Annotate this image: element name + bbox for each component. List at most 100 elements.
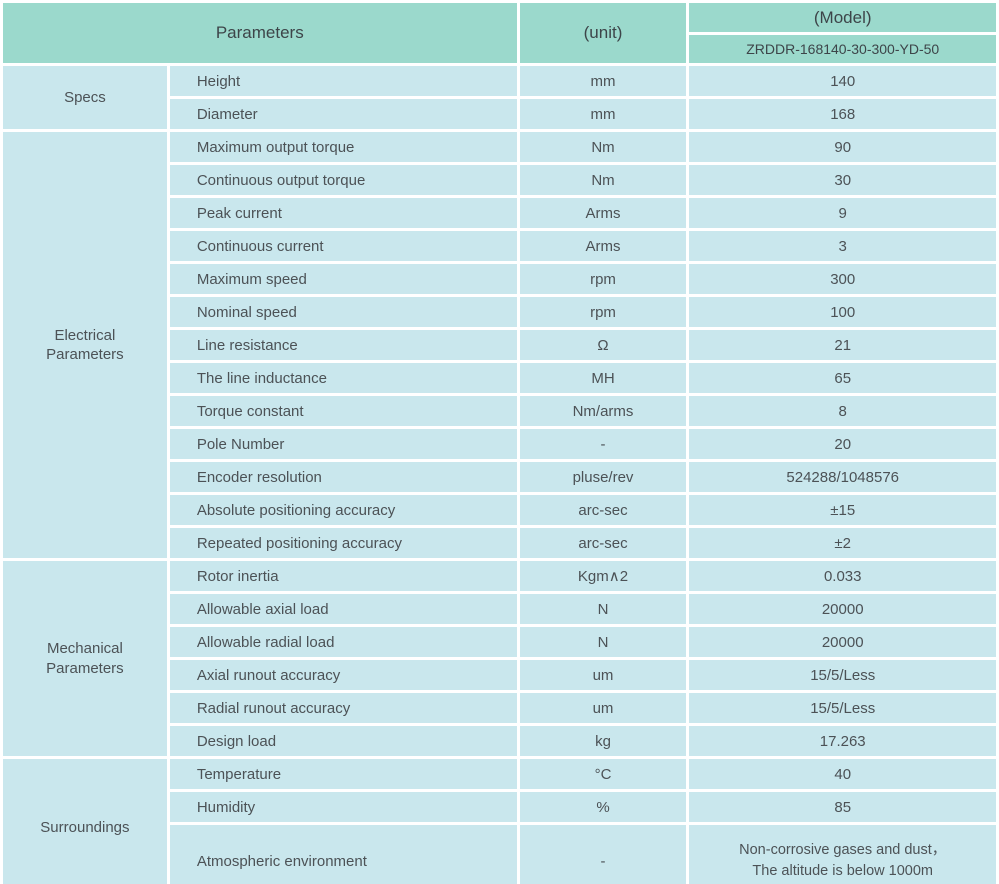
value-cell: 300 (689, 264, 996, 294)
table-row: Pole Number - 20 (3, 429, 996, 459)
header-row: Parameters (unit) (Model) (3, 3, 996, 63)
value-cell: 20000 (689, 627, 996, 657)
group-label: Surroundings (40, 819, 130, 837)
unit-cell: Nm/arms (519, 396, 687, 426)
table-row: Allowable axial load N 20000 (3, 594, 996, 624)
group-cell-mechanical: Mechanical Parameters (3, 561, 167, 756)
param-cell: Temperature (169, 759, 517, 789)
table-row: Mechanical Parameters Rotor inertia Kgm∧… (3, 561, 996, 756)
unit-cell: arc-sec (519, 495, 687, 525)
unit-cell: Nm (519, 165, 687, 195)
param-cell: Allowable radial load (169, 627, 517, 657)
table-row: Line resistance Ω 21 (3, 330, 996, 360)
value-cell: 15/5/Less (689, 693, 996, 723)
value-cell: 21 (689, 330, 996, 360)
param-cell: Diameter (169, 99, 517, 129)
unit-cell: mm (519, 99, 687, 129)
table-row: Nominal speed rpm 100 (3, 297, 996, 327)
param-cell: Repeated positioning accuracy (169, 528, 517, 558)
unit-cell: °C (519, 759, 687, 789)
unit-cell: N (519, 594, 687, 624)
group-label: Mechanical Parameters (46, 640, 124, 677)
table-row: Atmospheric environment - Non-corrosive … (3, 825, 996, 884)
unit-cell: Arms (519, 198, 687, 228)
table-row: Surroundings Temperature °C 40 (3, 759, 996, 884)
param-cell: The line inductance (169, 363, 517, 393)
value-cell: 20000 (689, 594, 996, 624)
table-row: Repeated positioning accuracy arc-sec ±2 (3, 528, 996, 558)
param-cell: Allowable axial load (169, 594, 517, 624)
unit-cell: N (519, 627, 687, 657)
unit-cell: rpm (519, 297, 687, 327)
unit-cell: - (519, 825, 687, 884)
group-label: Electrical Parameters (46, 326, 124, 364)
model-number: ZRDDR-168140-30-300-YD-50 (689, 35, 996, 63)
value-cell: 30 (689, 165, 996, 195)
unit-cell: - (519, 429, 687, 459)
table-row: Axial runout accuracy um 15/5/Less (3, 660, 996, 690)
table-row: Humidity % 85 (3, 792, 996, 822)
value-cell: 85 (689, 792, 996, 822)
param-cell: Nominal speed (169, 297, 517, 327)
unit-cell: arc-sec (519, 528, 687, 558)
group-cell-surroundings: Surroundings (3, 759, 167, 884)
table-row: Continuous current Arms 3 (3, 231, 996, 261)
table-row: Design load kg 17.263 (3, 726, 996, 756)
table-row: Torque constant Nm/arms 8 (3, 396, 996, 426)
header-model-row: ZRDDR-168140-30-300-YD-50 (3, 35, 996, 63)
param-cell: Maximum speed (169, 264, 517, 294)
value-cell: 0.033 (689, 561, 996, 591)
parameters-header: Parameters (3, 3, 517, 63)
value-cell: 3 (689, 231, 996, 261)
model-header: (Model) (689, 3, 996, 32)
value-cell: ±15 (689, 495, 996, 525)
group-label: Specs (64, 88, 106, 106)
group-cell-specs: Specs (3, 66, 167, 129)
table-row: Encoder resolution pluse/rev 524288/1048… (3, 462, 996, 492)
unit-cell: rpm (519, 264, 687, 294)
param-cell: Maximum output torque (169, 132, 517, 162)
value-cell: 90 (689, 132, 996, 162)
table-row: Continuous output torque Nm 30 (3, 165, 996, 195)
param-cell: Line resistance (169, 330, 517, 360)
param-cell: Height (169, 66, 517, 96)
unit-cell: Ω (519, 330, 687, 360)
table-row: Radial runout accuracy um 15/5/Less (3, 693, 996, 723)
value-cell: 15/5/Less (689, 660, 996, 690)
table-row: Diameter mm 168 (3, 99, 996, 129)
value-cell: 8 (689, 396, 996, 426)
table-row: Absolute positioning accuracy arc-sec ±1… (3, 495, 996, 525)
value-cell: 17.263 (689, 726, 996, 756)
unit-cell: Arms (519, 231, 687, 261)
param-cell: Atmospheric environment (169, 825, 517, 884)
value-cell: 140 (689, 66, 996, 96)
param-cell: Continuous current (169, 231, 517, 261)
group-cell-electrical: Electrical Parameters (3, 132, 167, 558)
value-cell: 20 (689, 429, 996, 459)
param-cell: Pole Number (169, 429, 517, 459)
param-cell: Rotor inertia (169, 561, 517, 591)
table-row: Maximum speed rpm 300 (3, 264, 996, 294)
param-cell: Peak current (169, 198, 517, 228)
table-row: Specs Height mm 140 (3, 66, 996, 129)
param-cell: Humidity (169, 792, 517, 822)
value-cell: 100 (689, 297, 996, 327)
unit-cell: % (519, 792, 687, 822)
param-cell: Design load (169, 726, 517, 756)
unit-cell: pluse/rev (519, 462, 687, 492)
unit-cell: um (519, 693, 687, 723)
value-cell: 40 (689, 759, 996, 789)
param-cell: Encoder resolution (169, 462, 517, 492)
param-cell: Continuous output torque (169, 165, 517, 195)
value-cell: 9 (689, 198, 996, 228)
param-cell: Axial runout accuracy (169, 660, 517, 690)
unit-cell: Kgm∧2 (519, 561, 687, 591)
unit-cell: MH (519, 363, 687, 393)
table-row: Electrical Parameters Maximum output tor… (3, 132, 996, 558)
unit-cell: um (519, 660, 687, 690)
table-row: The line inductance MH 65 (3, 363, 996, 393)
unit-cell: Nm (519, 132, 687, 162)
table-row: Peak current Arms 9 (3, 198, 996, 228)
param-cell: Radial runout accuracy (169, 693, 517, 723)
